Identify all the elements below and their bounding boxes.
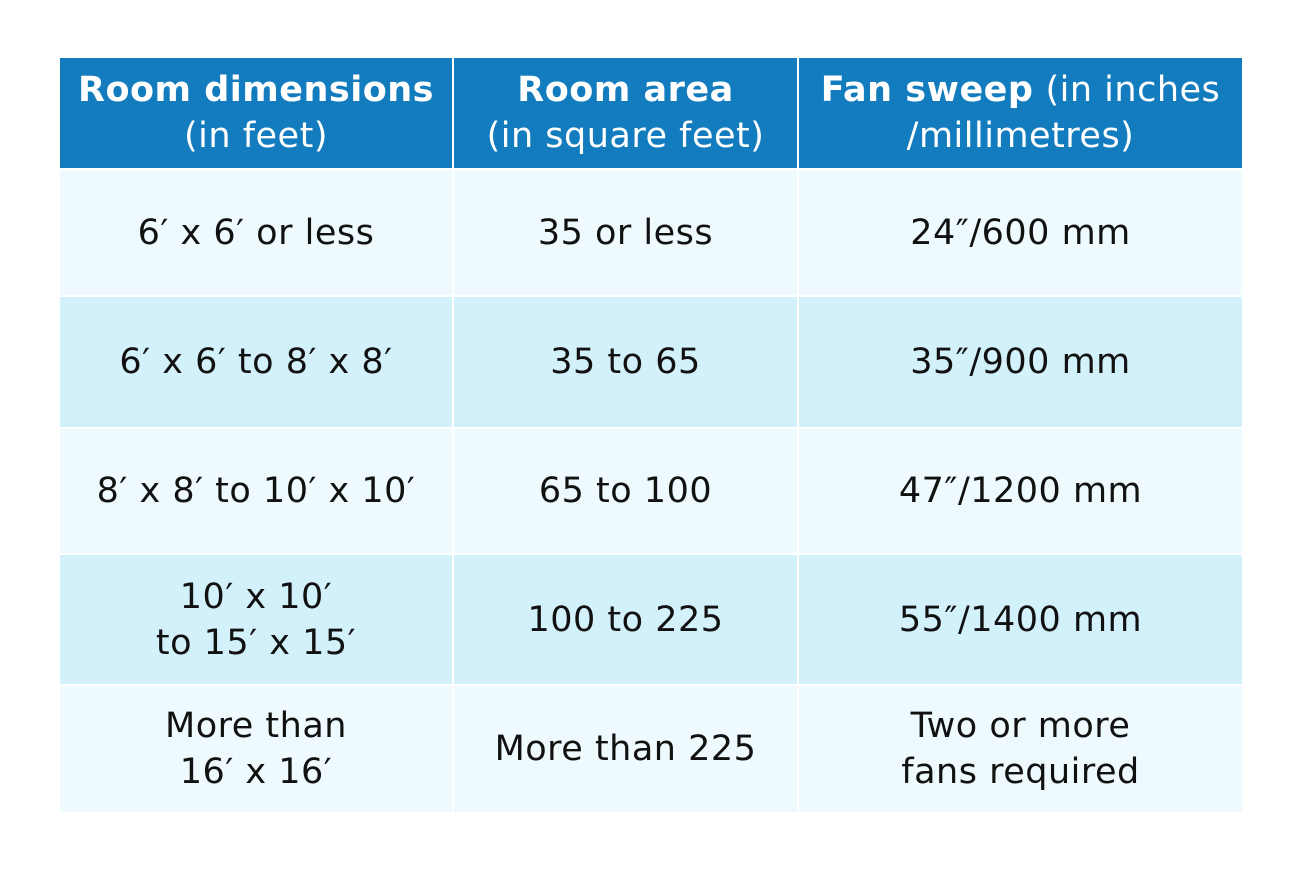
header-line: (in square feet) — [487, 113, 765, 159]
table: Room dimensions (in feet) Room area (in squ… — [60, 58, 1242, 812]
header-text: Room area — [517, 70, 734, 110]
header-line: Fan sweep (in inches — [821, 67, 1221, 113]
header-cell: Fan sweep (in inches/millimetres) — [799, 58, 1242, 168]
table-cell: More than 16′ x 16′ — [60, 686, 452, 812]
cell-text: 100 to 225 — [527, 599, 724, 640]
header-cell: Room dimensions (in feet) — [60, 58, 452, 168]
header-line: Room area — [517, 67, 733, 113]
table-cell: 24″/600 mm — [799, 170, 1242, 295]
table-cell: 35 or less — [454, 170, 797, 295]
header-text: /millimetres) — [906, 116, 1135, 156]
table-cell: Two or more fans required — [799, 686, 1242, 812]
cell-text: Two or more — [910, 706, 1131, 746]
cell-text: 55″/1400 mm — [898, 599, 1143, 640]
table-cell: 35 to 65 — [454, 297, 797, 427]
cell-text: 6′ x 6′ or less — [137, 212, 375, 253]
cell-text: 24″/600 mm — [910, 212, 1131, 253]
cell-text: 16′ x 16′ — [179, 752, 333, 792]
cell-text: 65 to 100 — [538, 471, 713, 511]
cell-text: 10′ x 10′ — [179, 576, 333, 617]
header-text: (in inches — [1045, 70, 1221, 110]
header-text: Room dimensions — [78, 70, 434, 110]
cell-text: More than 225 — [494, 729, 757, 769]
cell-text: 35 to 65 — [550, 342, 701, 382]
cell-text: 35 or less — [537, 212, 714, 253]
table-cell: 65 to 100 — [454, 429, 797, 553]
header-text: (in square feet) — [486, 116, 765, 156]
table-cell: 6′ x 6′ or less — [60, 170, 452, 295]
cell-text: 8′ x 8′ to 10′ x 10′ — [96, 471, 416, 511]
table-cell: 10′ x 10′ to 15′ x 15′ — [60, 555, 452, 684]
cell-text: fans required — [901, 752, 1140, 792]
table-cell: 100 to 225 — [454, 555, 797, 684]
table-cell: 35″/900 mm — [799, 297, 1242, 427]
header-text: Fan sweep — [820, 70, 1034, 110]
cell-text: More than — [165, 706, 347, 746]
cell-text: to 15′ x 15′ — [155, 622, 357, 663]
table-cell: 6′ x 6′ to 8′ x 8′ — [60, 297, 452, 427]
table-cell: 55″/1400 mm — [799, 555, 1242, 684]
header-line: Room dimensions — [78, 67, 434, 113]
header-cell: Room area (in square feet) — [454, 58, 797, 168]
table-cell: 8′ x 8′ to 10′ x 10′ — [60, 429, 452, 553]
header-line: (in feet) — [184, 113, 328, 159]
cell-text: 47″/1200 mm — [898, 471, 1143, 511]
table-cell: More than 225 — [454, 686, 797, 812]
header-line: /millimetres) — [907, 113, 1135, 159]
cell-text: 35″/900 mm — [910, 342, 1131, 382]
cell-text: 6′ x 6′ to 8′ x 8′ — [119, 342, 393, 382]
table-cell: 47″/1200 mm — [799, 429, 1242, 553]
header-text: (in feet) — [184, 116, 328, 156]
